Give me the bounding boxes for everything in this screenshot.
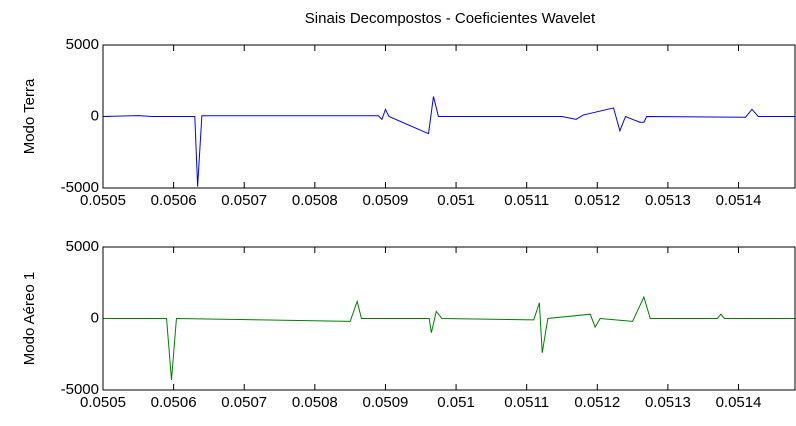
y-tick-label: 0 (91, 107, 99, 124)
x-tick-label: 0.051 (437, 192, 475, 209)
x-tick-label: 0.0505 (80, 192, 126, 209)
x-tick-label: 0.0512 (574, 394, 620, 411)
x-tick-label: 0.0508 (292, 192, 338, 209)
y-tick-label: -5000 (61, 381, 99, 398)
axes-box (102, 44, 796, 189)
y-axis-label: Modo Aéreo 1 (21, 272, 38, 365)
x-tick-label: 0.0513 (645, 394, 691, 411)
y-tick-label: 0 (91, 309, 99, 326)
x-tick-label: 0.0507 (221, 192, 267, 209)
y-tick-label: 5000 (66, 36, 99, 53)
x-tick-label: 0.0514 (716, 394, 762, 411)
line-series (103, 96, 795, 187)
x-tick-label: 0.0506 (151, 394, 197, 411)
x-tick-label: 0.0506 (151, 192, 197, 209)
x-tick-label: 0.0509 (363, 192, 409, 209)
x-tick-label: 0.0512 (574, 192, 620, 209)
y-axis-label: Modo Terra (21, 78, 38, 154)
x-tick-label: 0.051 (437, 394, 475, 411)
x-tick-label: 0.0511 (504, 192, 549, 209)
x-tick-label: 0.0509 (363, 394, 409, 411)
y-tick-label: 5000 (66, 238, 99, 255)
line-series (103, 295, 795, 381)
chart-title: Sinais Decompostos - Coeficientes Wavele… (305, 10, 596, 27)
x-tick-label: 0.0505 (80, 394, 126, 411)
x-tick-label: 0.0508 (292, 394, 338, 411)
y-tick-label: -5000 (61, 179, 99, 196)
x-tick-label: 0.0511 (504, 394, 549, 411)
x-tick-label: 0.0513 (645, 192, 691, 209)
x-tick-label: 0.0507 (221, 394, 267, 411)
x-tick-label: 0.0514 (716, 192, 762, 209)
axes-box (102, 246, 796, 391)
